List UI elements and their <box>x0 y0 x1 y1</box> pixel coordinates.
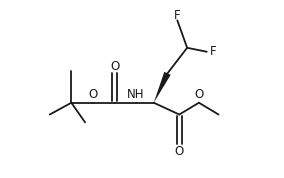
Text: NH: NH <box>127 88 145 101</box>
Text: O: O <box>194 88 204 101</box>
Text: F: F <box>174 9 181 22</box>
Text: O: O <box>175 145 184 158</box>
Text: O: O <box>88 88 98 101</box>
Polygon shape <box>154 72 171 103</box>
Text: O: O <box>110 60 119 73</box>
Text: F: F <box>210 45 217 58</box>
